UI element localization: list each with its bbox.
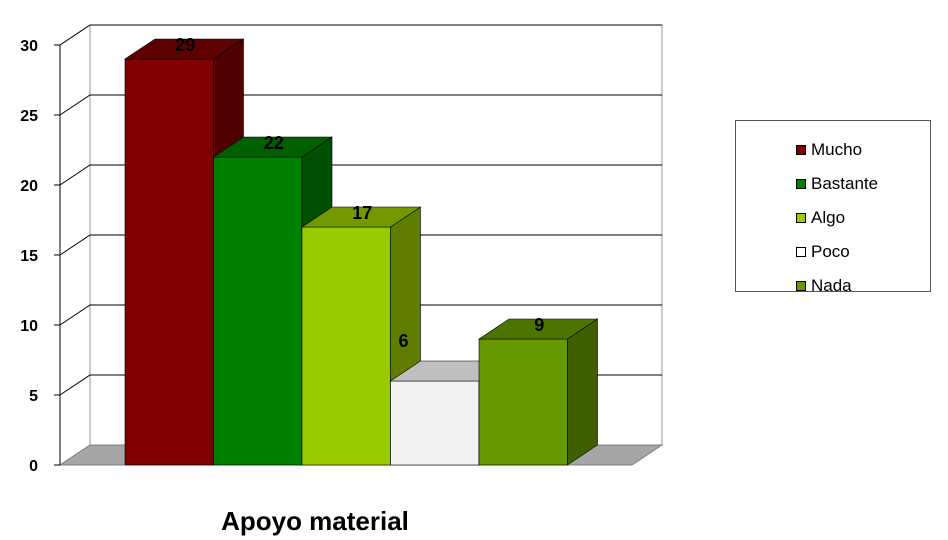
- y-tick-label: 0: [29, 458, 38, 475]
- bar-front: [213, 156, 303, 466]
- y-tick-label: 30: [20, 38, 38, 55]
- bar: [478, 318, 599, 466]
- data-label: 22: [264, 133, 284, 153]
- legend-swatch: [796, 213, 806, 223]
- data-label: 6: [398, 331, 408, 351]
- legend-item: Algo: [736, 201, 930, 235]
- legend-swatch: [796, 247, 806, 257]
- data-labels: 29 22 17 6 9: [175, 35, 544, 351]
- legend-label: Bastante: [811, 174, 879, 193]
- bar-front: [301, 226, 391, 466]
- y-tick-label: 5: [29, 388, 38, 405]
- legend-item: Nada: [736, 269, 930, 303]
- y-tick-label: 15: [20, 248, 38, 265]
- y-tick-label: 25: [20, 108, 38, 125]
- bar-top: [124, 38, 245, 60]
- bar-top: [301, 206, 422, 228]
- bar-top: [478, 318, 599, 340]
- y-axis-ticks: 0 5 10 15 20 25 30: [20, 38, 61, 475]
- data-label: 9: [534, 315, 544, 335]
- legend-label: Nada: [811, 276, 852, 295]
- legend: Mucho Bastante Algo Poco Nada: [735, 120, 931, 295]
- bar-front: [478, 338, 568, 466]
- legend-item: Poco: [736, 235, 930, 269]
- bar-side: [567, 318, 598, 466]
- y-tick-label: 20: [20, 178, 38, 195]
- data-label: 29: [175, 35, 195, 55]
- y-tick-label: 10: [20, 318, 38, 335]
- bar-top: [212, 136, 333, 158]
- gridline: [59, 164, 662, 186]
- gridline: [59, 234, 662, 256]
- data-label: 17: [352, 203, 372, 223]
- legend-item: Bastante: [736, 167, 930, 201]
- legend-swatch: [796, 145, 806, 155]
- x-axis-label: Apoyo material: [221, 506, 409, 536]
- bars: [124, 38, 599, 466]
- legend-label: Mucho: [811, 140, 863, 159]
- gridline: [59, 94, 662, 116]
- legend-label: Algo: [811, 208, 846, 227]
- gridline: [59, 304, 662, 326]
- bar-front: [390, 380, 480, 466]
- gridlines: [59, 24, 662, 396]
- legend-item: Mucho: [736, 133, 930, 167]
- gridline: [59, 24, 662, 46]
- legend-swatch: [796, 281, 806, 291]
- legend-label: Poco: [811, 242, 850, 261]
- bar-front: [124, 58, 214, 466]
- legend-swatch: [796, 179, 806, 189]
